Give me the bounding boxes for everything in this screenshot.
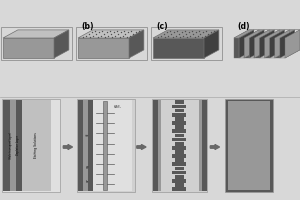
FancyBboxPatch shape xyxy=(175,100,184,104)
FancyBboxPatch shape xyxy=(172,162,186,166)
FancyArrow shape xyxy=(63,145,73,149)
Polygon shape xyxy=(265,30,285,38)
Polygon shape xyxy=(275,30,295,38)
Polygon shape xyxy=(234,30,254,38)
FancyBboxPatch shape xyxy=(175,175,184,179)
Text: H₂SiF₆: H₂SiF₆ xyxy=(114,105,122,109)
FancyBboxPatch shape xyxy=(172,146,186,150)
Polygon shape xyxy=(254,30,274,38)
FancyBboxPatch shape xyxy=(199,100,202,191)
FancyBboxPatch shape xyxy=(2,99,60,192)
FancyBboxPatch shape xyxy=(172,138,186,141)
FancyBboxPatch shape xyxy=(260,38,265,58)
Text: h⁺: h⁺ xyxy=(85,180,89,184)
FancyBboxPatch shape xyxy=(152,99,207,192)
Polygon shape xyxy=(280,30,295,58)
Polygon shape xyxy=(285,30,300,58)
FancyBboxPatch shape xyxy=(175,158,184,162)
Polygon shape xyxy=(153,38,204,58)
Polygon shape xyxy=(285,30,300,58)
FancyBboxPatch shape xyxy=(172,154,186,158)
FancyBboxPatch shape xyxy=(172,121,186,125)
Text: (b): (b) xyxy=(81,22,94,31)
Polygon shape xyxy=(244,30,259,58)
FancyBboxPatch shape xyxy=(172,113,186,117)
FancyBboxPatch shape xyxy=(175,109,184,112)
Polygon shape xyxy=(78,38,129,58)
FancyBboxPatch shape xyxy=(172,187,186,191)
Polygon shape xyxy=(249,30,269,38)
Polygon shape xyxy=(204,30,219,58)
Text: (Hole transport layer): (Hole transport layer) xyxy=(9,132,14,159)
FancyBboxPatch shape xyxy=(22,100,51,191)
FancyBboxPatch shape xyxy=(239,38,244,58)
FancyBboxPatch shape xyxy=(254,38,260,58)
FancyBboxPatch shape xyxy=(153,100,158,191)
Polygon shape xyxy=(78,30,144,38)
FancyArrow shape xyxy=(137,145,146,149)
Polygon shape xyxy=(280,30,300,38)
FancyBboxPatch shape xyxy=(3,100,10,191)
FancyBboxPatch shape xyxy=(175,117,184,121)
FancyBboxPatch shape xyxy=(244,38,249,58)
FancyBboxPatch shape xyxy=(103,101,107,190)
Text: Etching Solutions: Etching Solutions xyxy=(34,133,38,158)
Polygon shape xyxy=(239,30,259,38)
FancyBboxPatch shape xyxy=(10,100,16,191)
FancyBboxPatch shape xyxy=(228,101,270,190)
FancyBboxPatch shape xyxy=(175,125,184,129)
Text: Depletion Layer: Depletion Layer xyxy=(16,136,20,155)
Polygon shape xyxy=(270,30,290,38)
FancyBboxPatch shape xyxy=(76,99,135,192)
FancyBboxPatch shape xyxy=(175,167,184,170)
Polygon shape xyxy=(249,30,264,58)
FancyBboxPatch shape xyxy=(275,38,280,58)
FancyBboxPatch shape xyxy=(265,38,270,58)
FancyBboxPatch shape xyxy=(172,171,186,174)
Polygon shape xyxy=(153,30,219,38)
FancyBboxPatch shape xyxy=(172,129,186,133)
FancyBboxPatch shape xyxy=(172,105,186,108)
Polygon shape xyxy=(239,30,254,58)
FancyBboxPatch shape xyxy=(202,100,207,191)
FancyBboxPatch shape xyxy=(93,100,132,191)
Polygon shape xyxy=(3,38,54,58)
FancyBboxPatch shape xyxy=(225,99,273,192)
FancyBboxPatch shape xyxy=(249,38,254,58)
Polygon shape xyxy=(244,30,264,38)
Polygon shape xyxy=(129,30,144,58)
FancyBboxPatch shape xyxy=(158,100,161,191)
Polygon shape xyxy=(270,30,285,58)
Text: H₂: H₂ xyxy=(85,133,90,136)
Text: (c): (c) xyxy=(156,22,168,31)
FancyBboxPatch shape xyxy=(175,134,184,137)
Polygon shape xyxy=(265,30,280,58)
FancyBboxPatch shape xyxy=(172,179,186,183)
FancyArrow shape xyxy=(210,145,220,149)
FancyBboxPatch shape xyxy=(280,38,285,58)
FancyBboxPatch shape xyxy=(88,100,93,191)
FancyBboxPatch shape xyxy=(83,100,88,191)
FancyBboxPatch shape xyxy=(175,183,184,187)
Text: (d): (d) xyxy=(237,22,250,31)
FancyBboxPatch shape xyxy=(270,38,275,58)
Polygon shape xyxy=(260,30,280,38)
FancyBboxPatch shape xyxy=(175,142,184,146)
Text: HF: HF xyxy=(85,166,89,170)
FancyBboxPatch shape xyxy=(78,100,83,191)
Polygon shape xyxy=(3,30,69,38)
Polygon shape xyxy=(260,30,274,58)
Polygon shape xyxy=(275,30,290,58)
Polygon shape xyxy=(54,30,69,58)
Polygon shape xyxy=(254,30,269,58)
FancyBboxPatch shape xyxy=(16,100,22,191)
FancyBboxPatch shape xyxy=(175,150,184,154)
Polygon shape xyxy=(234,30,300,38)
FancyBboxPatch shape xyxy=(234,38,239,58)
